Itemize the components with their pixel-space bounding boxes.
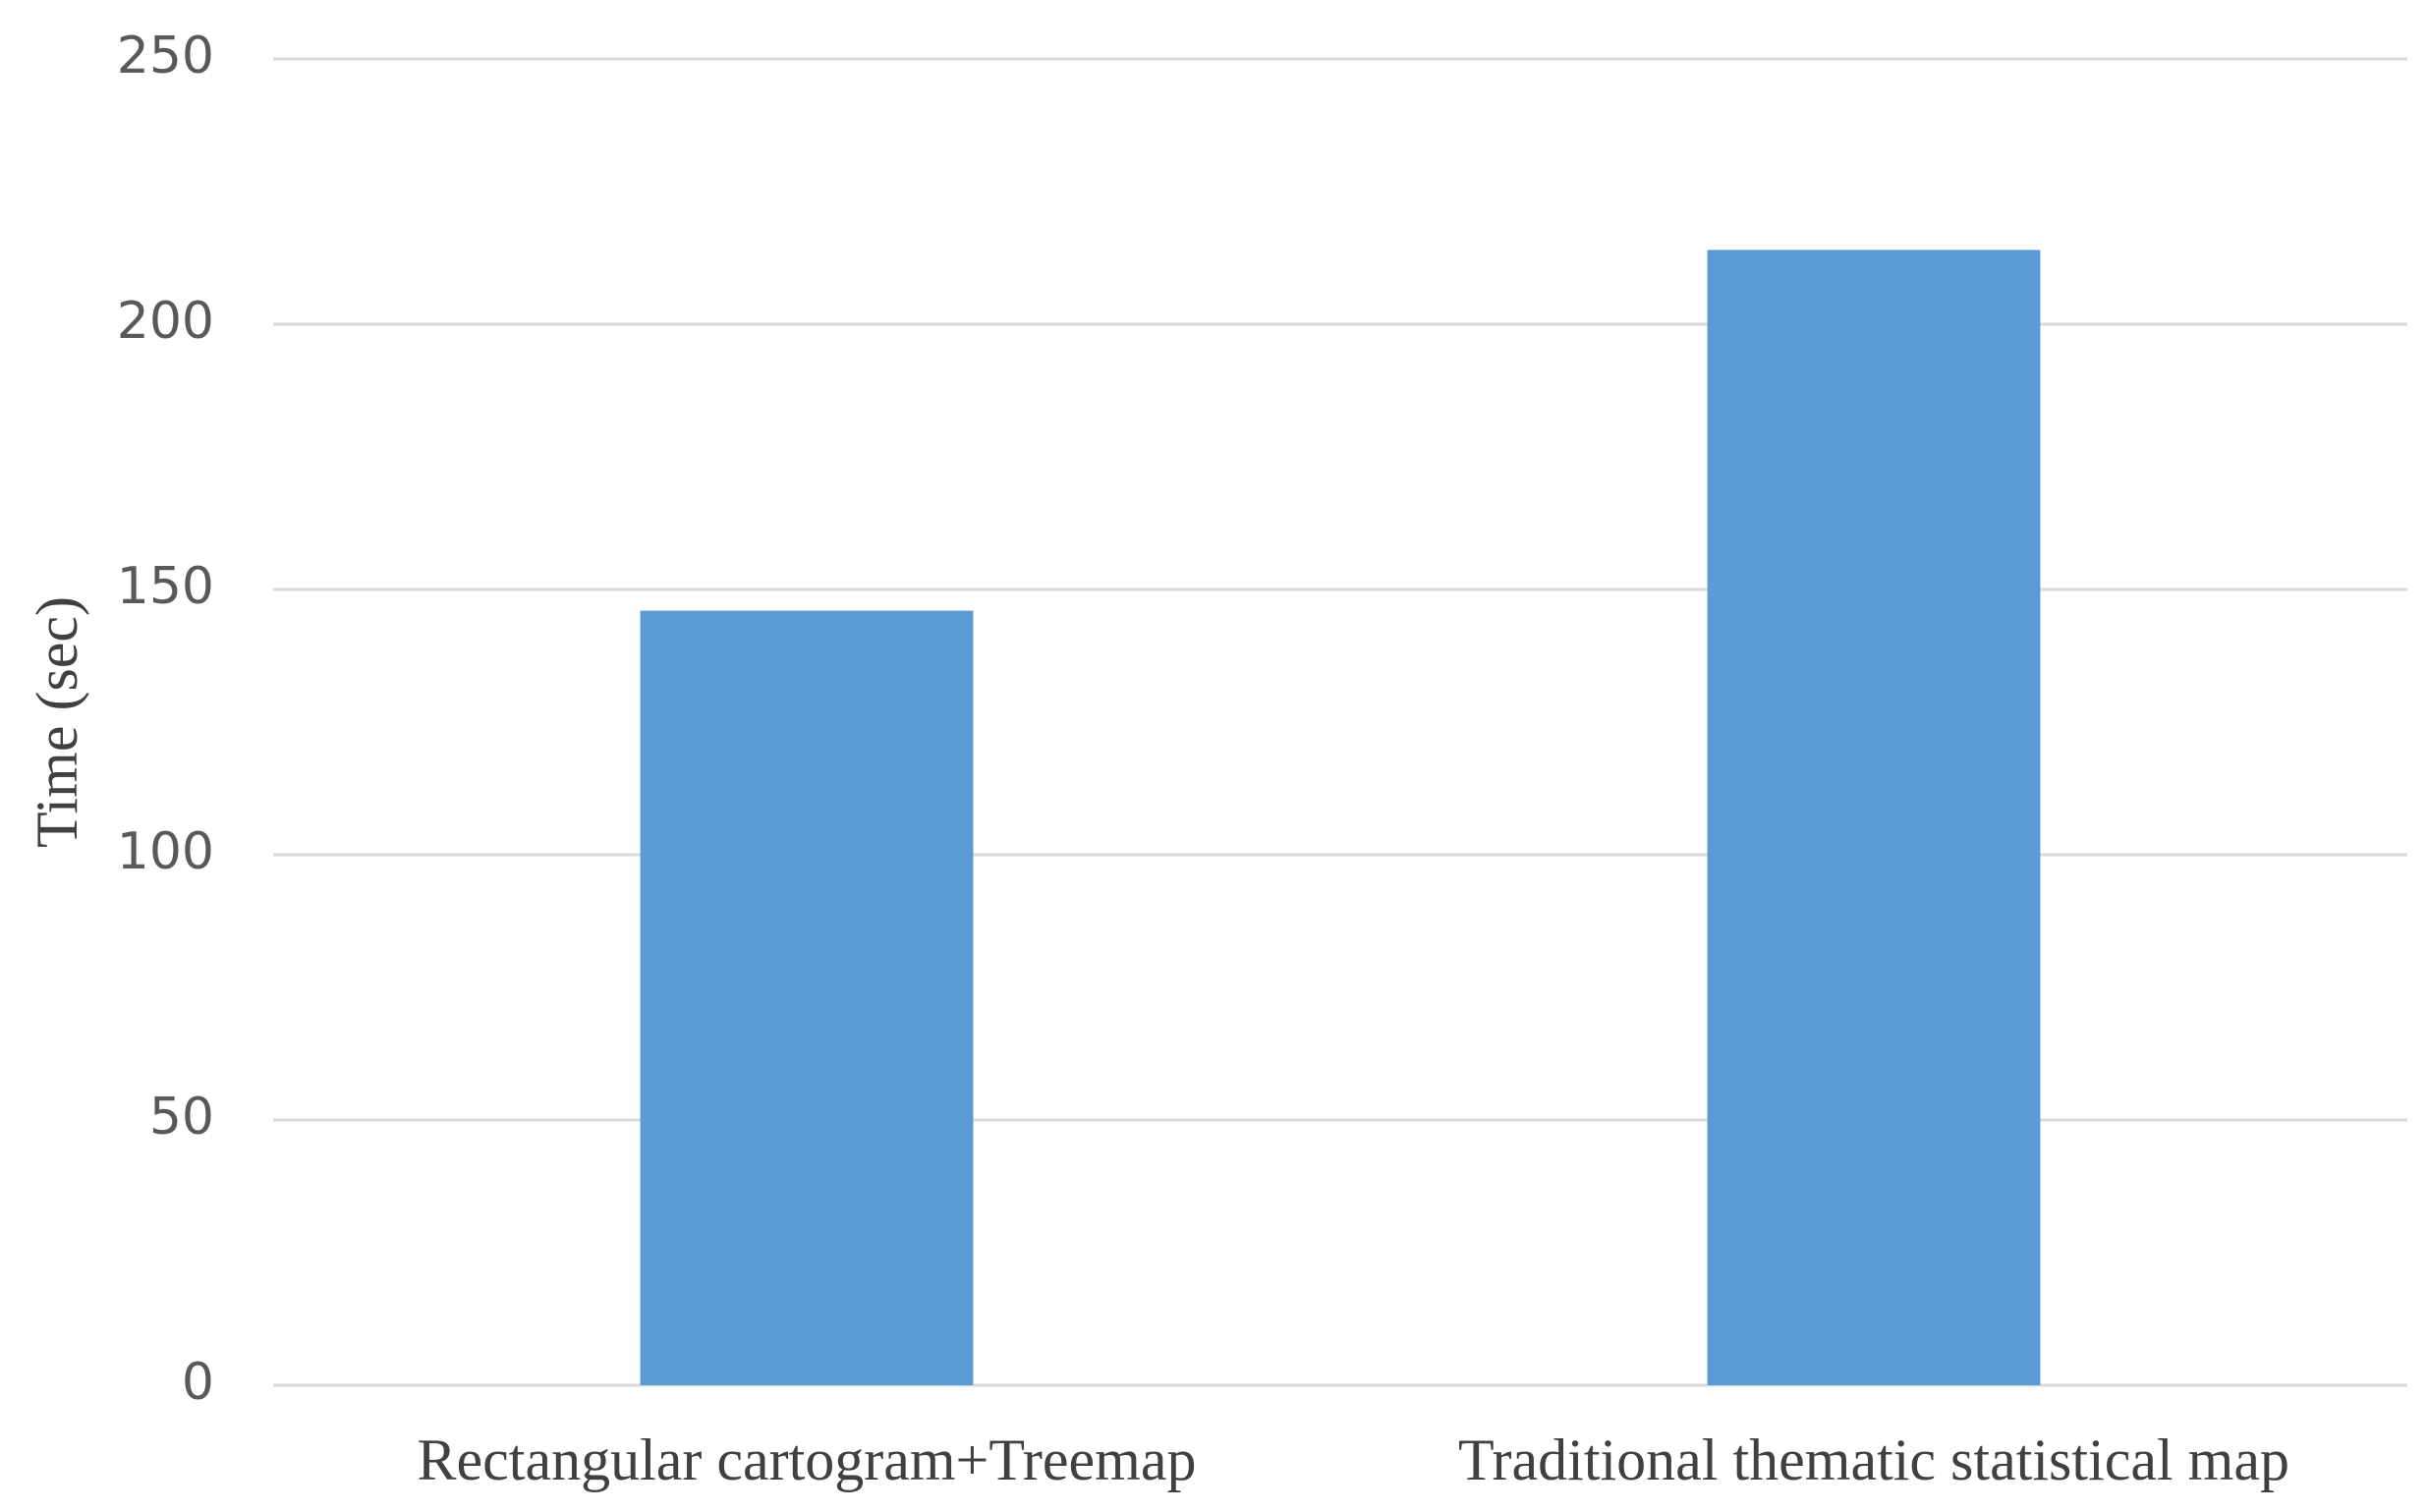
y-tick-label: 250 [117, 27, 214, 85]
y-axis-label: Time (sec) [25, 596, 89, 848]
x-tick-label: Rectangular cartogram+Treemap [418, 1428, 1197, 1492]
x-tick-label: Traditional thematic statistical map [1458, 1428, 2289, 1492]
y-tick-label: 50 [149, 1088, 214, 1147]
y-tick-label: 100 [117, 822, 214, 881]
bar [640, 610, 974, 1385]
y-tick-label: 150 [117, 557, 214, 616]
y-tick-label: 200 [117, 292, 214, 351]
y-tick-label: 0 [182, 1353, 214, 1412]
bar [1707, 250, 2041, 1385]
